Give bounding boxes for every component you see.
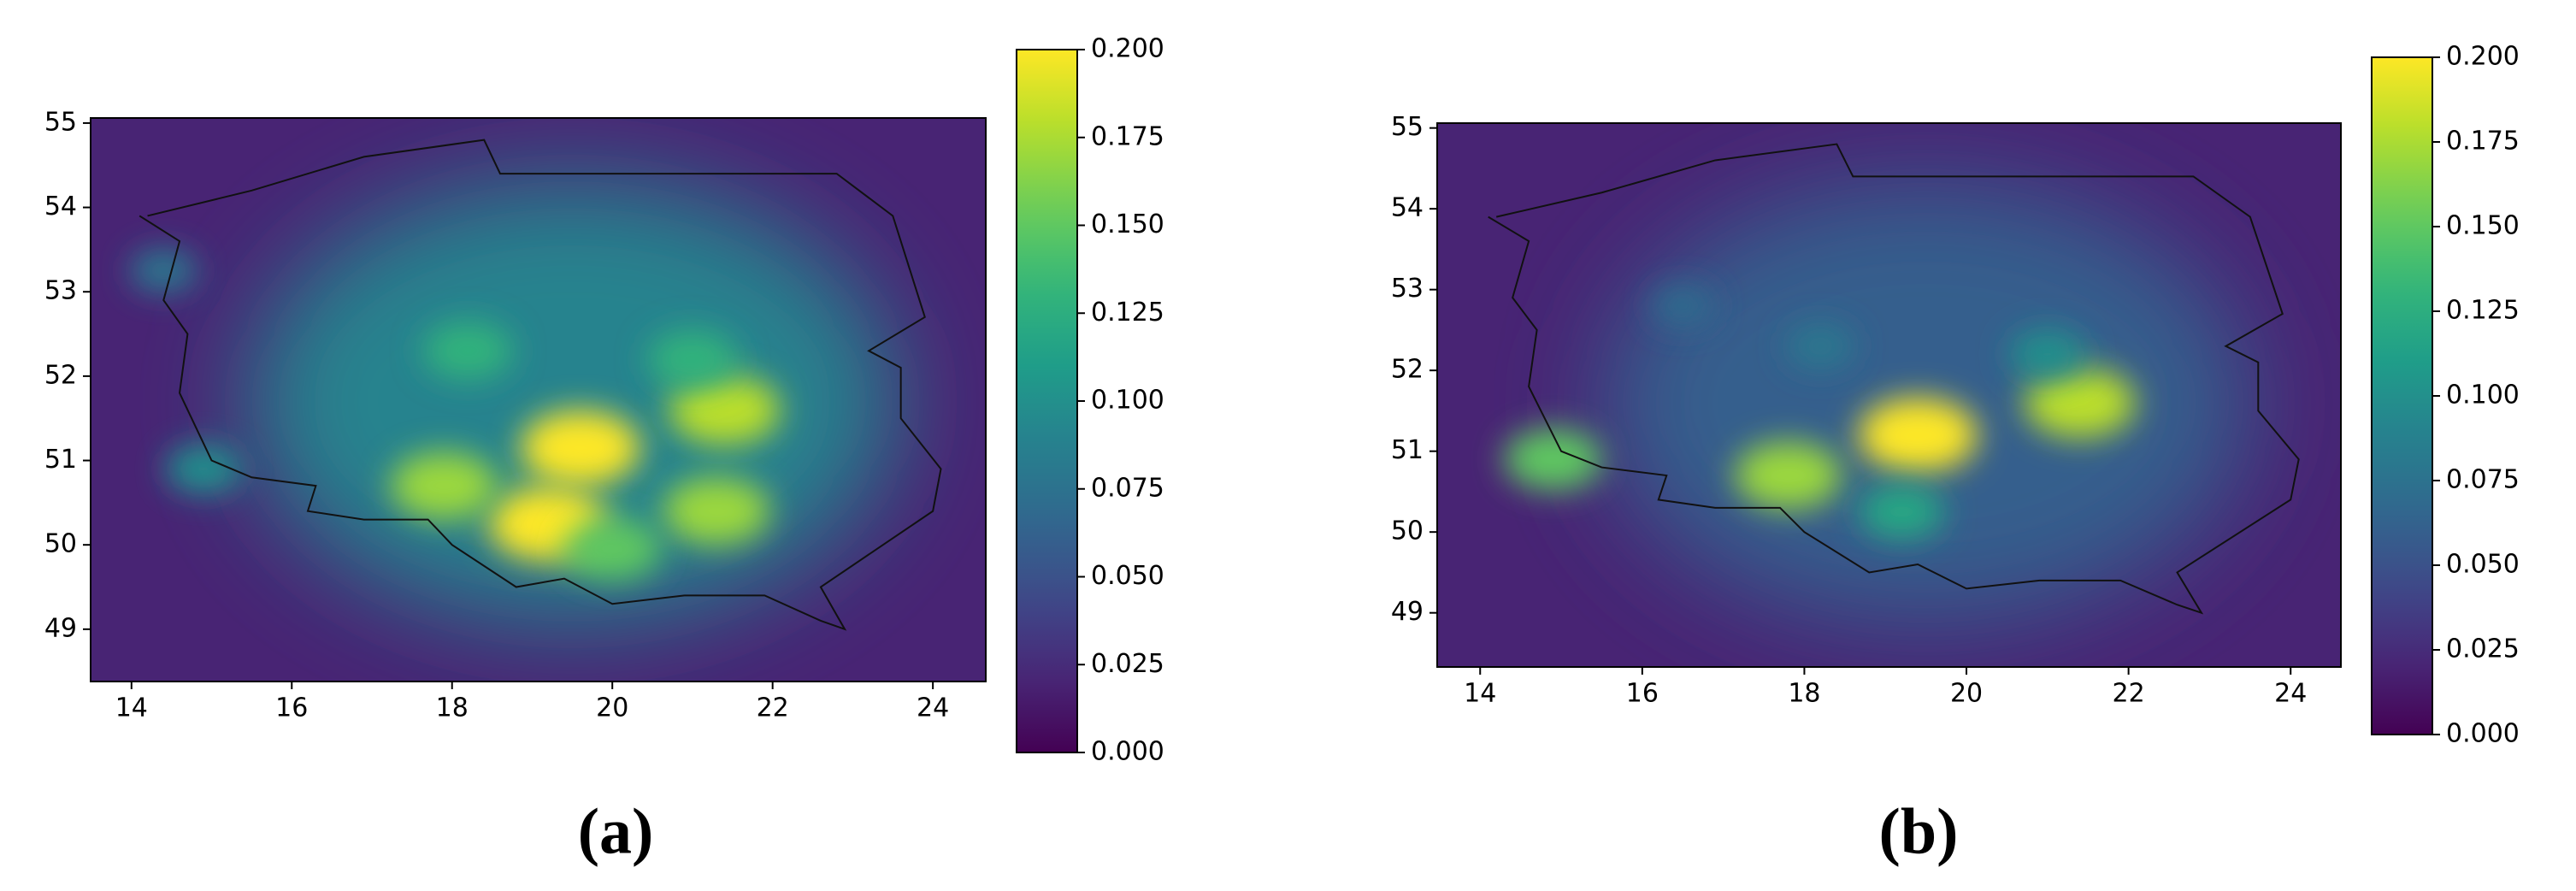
hotspot bbox=[1650, 285, 1715, 327]
colorbar-tick-label: 0.125 bbox=[2446, 296, 2520, 326]
plot-frame bbox=[1436, 122, 2342, 668]
colorbar-tick-label: 0.125 bbox=[1091, 298, 1164, 327]
hotspot bbox=[422, 322, 513, 380]
panel-label: (b) bbox=[1879, 795, 1959, 867]
hotspot bbox=[1734, 441, 1842, 510]
y-tick-label: 55 bbox=[1391, 112, 1424, 142]
x-tick-label: 20 bbox=[596, 693, 628, 723]
heatmap bbox=[91, 118, 986, 682]
colorbar-tick-label: 0.000 bbox=[1091, 737, 1164, 767]
colorbar-tick-label: 0.150 bbox=[2446, 211, 2520, 241]
hotspot bbox=[520, 410, 640, 486]
y-tick-label: 55 bbox=[44, 107, 77, 137]
colorbar-tick-label: 0.200 bbox=[1091, 34, 1164, 64]
x-tick-label: 14 bbox=[115, 693, 148, 723]
x-tick-label: 18 bbox=[436, 693, 469, 723]
y-tick-label: 53 bbox=[44, 276, 77, 306]
y-tick-label: 50 bbox=[1391, 516, 1424, 546]
hotspot bbox=[2008, 329, 2086, 380]
y-tick-label: 49 bbox=[1391, 597, 1424, 627]
y-tick-label: 54 bbox=[1391, 193, 1424, 223]
hotspot bbox=[2024, 367, 2136, 438]
y-tick-label: 50 bbox=[44, 529, 77, 559]
colorbar-tick-label: 0.075 bbox=[1091, 473, 1164, 503]
x-tick-label: 24 bbox=[2274, 679, 2307, 709]
x-tick-label: 22 bbox=[757, 693, 789, 723]
colorbar-tick-label: 0.025 bbox=[1091, 649, 1164, 679]
hotspot bbox=[647, 330, 738, 388]
panel: 14 16 18 20 22 24 49 50 51 52 53 54 55 0.000 0.025 0.05… bbox=[44, 34, 1164, 868]
hotspot bbox=[1859, 484, 1945, 540]
y-tick-label: 54 bbox=[44, 192, 77, 221]
hotspot bbox=[165, 444, 243, 494]
colorbar-tick-label: 0.175 bbox=[1091, 121, 1164, 151]
y-tick-label: 51 bbox=[1391, 435, 1424, 465]
x-tick-label: 20 bbox=[1950, 679, 1983, 709]
y-tick-label: 49 bbox=[44, 613, 77, 643]
plot-frame bbox=[90, 117, 987, 682]
colorbar-tick-label: 0.000 bbox=[2446, 719, 2520, 749]
colorbar-tick-label: 0.175 bbox=[2446, 127, 2520, 156]
hotspot bbox=[1504, 428, 1603, 491]
y-tick-label: 53 bbox=[1391, 274, 1424, 304]
heatmap bbox=[1437, 123, 2341, 667]
colorbar-tick-label: 0.075 bbox=[2446, 465, 2520, 495]
colorbar-tick-label: 0.025 bbox=[2446, 634, 2520, 664]
hotspot bbox=[129, 248, 198, 293]
colorbar bbox=[1016, 49, 1078, 753]
hotspot bbox=[1786, 323, 1855, 369]
colorbar bbox=[2371, 56, 2433, 735]
x-tick-label: 14 bbox=[1464, 679, 1496, 709]
hotspot bbox=[663, 477, 770, 546]
panel: 14 16 18 20 22 24 49 50 51 52 53 54 55 0.000 0.025 0.05… bbox=[1391, 42, 2520, 868]
border bbox=[1488, 143, 2300, 615]
x-tick-label: 24 bbox=[917, 693, 949, 723]
x-tick-label: 16 bbox=[275, 693, 308, 723]
hotspot bbox=[563, 517, 662, 581]
colorbar-tick-label: 0.050 bbox=[1091, 561, 1164, 591]
x-tick-label: 22 bbox=[2113, 679, 2145, 709]
y-tick-label: 52 bbox=[44, 360, 77, 390]
hotspot bbox=[1858, 397, 1978, 473]
colorbar-tick-label: 0.100 bbox=[2446, 381, 2520, 410]
y-tick-label: 51 bbox=[44, 445, 77, 475]
colorbar-tick-label: 0.050 bbox=[2446, 550, 2520, 580]
x-tick-label: 18 bbox=[1788, 679, 1820, 709]
panel-label: (a) bbox=[578, 795, 654, 867]
hotspot bbox=[390, 451, 498, 520]
colorbar-tick-label: 0.100 bbox=[1091, 386, 1164, 416]
border bbox=[139, 139, 942, 631]
x-tick-label: 16 bbox=[1626, 679, 1659, 709]
hotspot bbox=[669, 375, 781, 446]
colorbar-tick-label: 0.150 bbox=[1091, 209, 1164, 239]
y-tick-label: 52 bbox=[1391, 355, 1424, 385]
colorbar-tick-label: 0.200 bbox=[2446, 42, 2520, 72]
